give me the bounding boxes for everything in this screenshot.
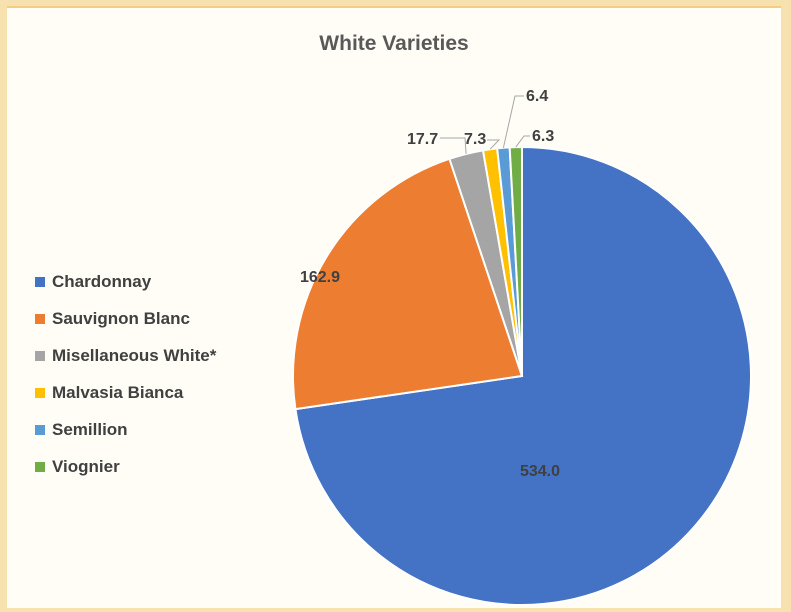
legend: Chardonnay Sauvignon Blanc Misellaneous …: [35, 263, 216, 485]
pie-slice-chardonnay: [294, 145, 752, 606]
chart-area: White Varieties Chardonnay Sauvignon Bla…: [7, 6, 781, 608]
legend-label-sauvignon-blanc: Sauvignon Blanc: [52, 308, 190, 328]
leader-line-viognier: [515, 135, 530, 148]
leader-line-malvasia-bianca: [487, 139, 501, 150]
data-label-misellaneous-white: 17.7: [407, 131, 438, 148]
data-label-chardonnay: 534.0: [520, 463, 560, 480]
legend-label-misellaneous-white: Misellaneous White*: [52, 345, 217, 365]
legend-label-viognier: Viognier: [52, 456, 120, 476]
legend-item-sauvignon-blanc: Sauvignon Blanc: [35, 300, 216, 337]
legend-swatch-semillion: [35, 424, 45, 435]
legend-item-malvasia-bianca: Malvasia Bianca: [35, 374, 216, 411]
legend-label-malvasia-bianca: Malvasia Bianca: [52, 382, 184, 402]
legend-item-semillion: Semillion: [35, 411, 216, 448]
data-label-sauvignon-blanc: 162.9: [300, 269, 340, 286]
legend-swatch-sauvignon-blanc: [35, 313, 45, 324]
leader-line-semillion: [502, 95, 524, 148]
data-label-semillion: 6.4: [526, 88, 548, 105]
legend-swatch-malvasia-bianca: [35, 387, 45, 398]
pie-chart: 534.0 162.9 17.7 7.3 6.4 6.3: [292, 88, 752, 606]
legend-label-chardonnay: Chardonnay: [52, 271, 152, 291]
legend-label-semillion: Semillion: [52, 419, 128, 439]
legend-item-misellaneous-white: Misellaneous White*: [35, 337, 216, 374]
legend-swatch-viognier: [35, 461, 45, 472]
legend-swatch-misellaneous-white: [35, 350, 45, 361]
pie-slice-sauvignon-blanc: [292, 157, 524, 411]
legend-swatch-chardonnay: [35, 276, 45, 287]
legend-item-chardonnay: Chardonnay: [35, 263, 216, 300]
leader-line-misellaneous-white: [440, 137, 467, 154]
data-label-malvasia-bianca: 7.3: [464, 131, 486, 148]
chart-title: White Varieties: [319, 32, 469, 55]
legend-item-viognier: Viognier: [35, 448, 216, 485]
data-label-viognier: 6.3: [532, 128, 554, 145]
